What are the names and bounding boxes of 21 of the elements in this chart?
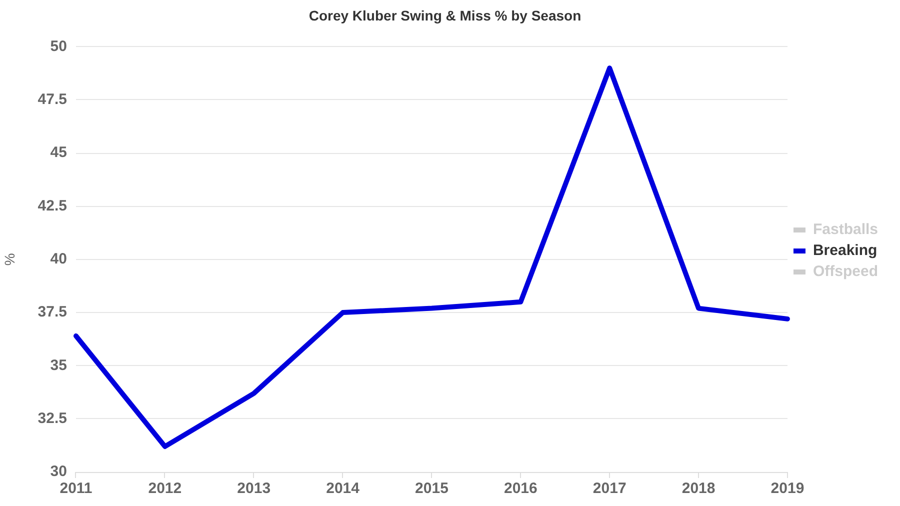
x-tick-label: 2012: [148, 480, 182, 498]
y-tick-label: 45: [50, 144, 67, 162]
y-tick-label: 37.5: [38, 304, 67, 321]
x-tick-label: 2011: [60, 480, 92, 498]
x-tick-label: 2014: [326, 480, 360, 498]
chart-title: Corey Kluber Swing & Miss % by Season: [308, 7, 582, 24]
x-tick-label: 2019: [770, 480, 804, 498]
y-tick-label: 30: [50, 463, 67, 480]
x-tick-label: 2017: [592, 480, 626, 498]
legend-label: Breaking: [812, 242, 878, 260]
y-axis-title: %: [1, 253, 18, 266]
x-tick-label: 2015: [415, 480, 448, 498]
y-tick-label: 47.5: [38, 91, 67, 108]
y-tick-label: 40: [50, 250, 67, 268]
x-tick-label: 2018: [682, 480, 716, 498]
y-tick-label: 32.5: [38, 410, 67, 427]
x-tick-label: 2016: [504, 480, 538, 498]
y-tick-label: 42.5: [38, 197, 67, 214]
x-tick-label: 2013: [237, 480, 271, 498]
y-tick-label: 50: [50, 38, 67, 55]
y-tick-label: 35: [50, 356, 67, 374]
